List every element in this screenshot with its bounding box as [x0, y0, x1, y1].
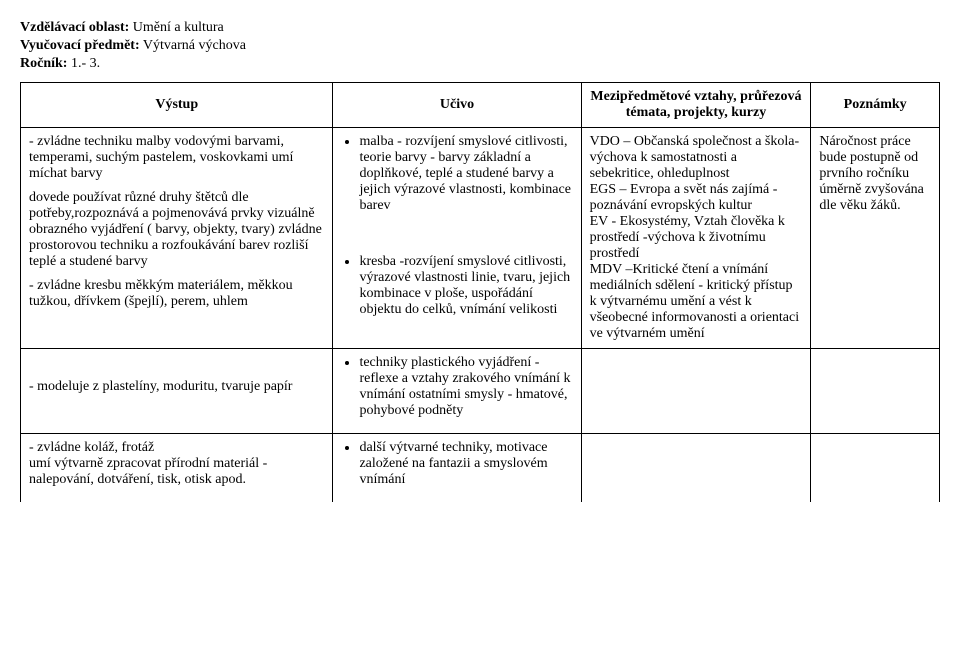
mezi-text: VDO – Občanská společnost a škola- výcho… [590, 134, 803, 182]
cell-vystup: - zvládne koláž, frotáž umí výtvarně zpr… [21, 434, 333, 503]
table-row: - modeluje z plastelíny, moduritu, tvaru… [21, 349, 940, 434]
ucivo-bullet: techniky plastického vyjádření - reflexe… [359, 355, 572, 419]
predmet-label: Vyučovací předmět: [20, 38, 140, 53]
rocnik-label: Ročník: [20, 56, 67, 71]
curriculum-table: Výstup Učivo Mezipředmětové vztahy, průř… [20, 82, 940, 502]
oblast-label: Vzdělávací oblast: [20, 20, 129, 35]
vystup-text: - modeluje z plastelíny, moduritu, tvaru… [29, 379, 324, 395]
mezi-text: EV - Ekosystémy, Vztah člověka k prostře… [590, 214, 803, 262]
mezi-text: EGS – Evropa a svět nás zajímá - poznává… [590, 182, 803, 214]
cell-poznamky [811, 434, 940, 503]
cell-ucivo: techniky plastického vyjádření - reflexe… [333, 349, 581, 434]
col-header-ucivo: Učivo [333, 83, 581, 128]
mezi-text: MDV –Kritické čtení a vnímání mediálních… [590, 262, 803, 342]
oblast-value: Umění a kultura [133, 20, 224, 35]
vystup-text: - zvládne kresbu měkkým materiálem, měkk… [29, 278, 324, 310]
poznamky-text: Náročnost práce bude postupně od prvního… [819, 134, 924, 213]
cell-ucivo: další výtvarné techniky, motivace založe… [333, 434, 581, 503]
cell-mezi [581, 434, 811, 503]
vystup-text: - zvládne koláž, frotáž [29, 440, 324, 456]
vystup-text: umí výtvarně zpracovat přírodní materiál… [29, 456, 324, 488]
col-header-mezi: Mezipředmětové vztahy, průřezová témata,… [581, 83, 811, 128]
rocnik-value: 1.- 3. [71, 56, 100, 71]
ucivo-bullet: další výtvarné techniky, motivace založe… [359, 440, 572, 488]
ucivo-bullet: kresba -rozvíjení smyslové citlivosti, v… [359, 254, 572, 318]
vystup-text: - zvládne techniku malby vodovými barvam… [29, 134, 324, 182]
cell-poznamky [811, 349, 940, 434]
cell-mezi [581, 349, 811, 434]
col-header-vystup: Výstup [21, 83, 333, 128]
table-row: - zvládne koláž, frotáž umí výtvarně zpr… [21, 434, 940, 503]
table-row: - zvládne techniku malby vodovými barvam… [21, 128, 940, 349]
cell-mezi: VDO – Občanská společnost a škola- výcho… [581, 128, 811, 349]
vystup-text: dovede používat různé druhy štětců dle p… [29, 190, 324, 270]
predmet-value: Výtvarná výchova [143, 38, 246, 53]
table-header-row: Výstup Učivo Mezipředmětové vztahy, průř… [21, 83, 940, 128]
cell-vystup: - zvládne techniku malby vodovými barvam… [21, 128, 333, 349]
cell-ucivo: malba - rozvíjení smyslové citlivosti, t… [333, 128, 581, 349]
ucivo-bullet: malba - rozvíjení smyslové citlivosti, t… [359, 134, 572, 214]
cell-vystup: - modeluje z plastelíny, moduritu, tvaru… [21, 349, 333, 434]
col-header-poznamky: Poznámky [811, 83, 940, 128]
cell-poznamky: Náročnost práce bude postupně od prvního… [811, 128, 940, 349]
